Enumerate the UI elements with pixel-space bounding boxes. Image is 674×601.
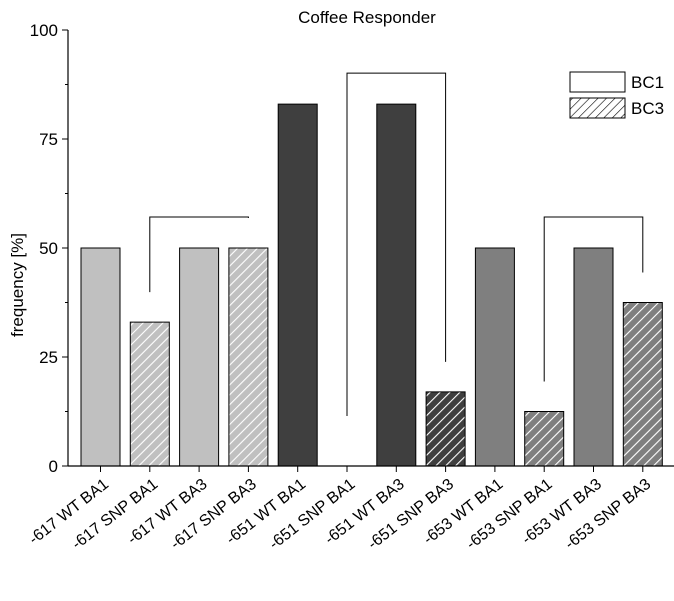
chart-title: Coffee Responder <box>298 8 436 27</box>
bar-3 <box>179 247 220 467</box>
bar-9 <box>474 247 515 467</box>
bar-8 <box>425 391 466 467</box>
y-tick-label: 25 <box>39 348 58 367</box>
bar-5 <box>277 103 318 467</box>
bar-4 <box>228 247 269 467</box>
comparison-bracket-2 <box>346 72 447 416</box>
x-tick-label: -653 SNP BA1 <box>463 476 555 553</box>
y-tick-label: 0 <box>49 457 58 476</box>
bar-2 <box>129 321 170 467</box>
bar-1 <box>80 247 121 467</box>
comparison-bracket-3 <box>543 216 644 382</box>
comparison-brackets <box>149 72 644 416</box>
bar-11 <box>573 247 614 467</box>
x-tick-label: -653 SNP BA3 <box>562 476 654 553</box>
x-tick-label: -651 SNP BA3 <box>365 476 457 553</box>
y-tick-label: 100 <box>30 21 58 40</box>
comparison-bracket-1 <box>149 216 249 293</box>
y-axis-label: frequency [%] <box>8 233 27 337</box>
legend-label-bc1: BC1 <box>631 73 664 92</box>
legend-swatch-bc3 <box>569 97 626 119</box>
bar-12 <box>622 302 663 467</box>
x-tick-label: -617 SNP BA1 <box>69 476 161 553</box>
y-tick-label: 75 <box>39 130 58 149</box>
bar-7 <box>376 103 417 467</box>
x-tick-label: -617 SNP BA3 <box>168 476 260 553</box>
x-tick-label: -651 SNP BA1 <box>266 476 358 553</box>
bar-10 <box>524 411 565 467</box>
legend-swatch-bc1 <box>569 71 626 93</box>
legend-label-bc3: BC3 <box>631 99 664 118</box>
bars-group <box>80 103 663 467</box>
y-tick-label: 50 <box>39 239 58 258</box>
